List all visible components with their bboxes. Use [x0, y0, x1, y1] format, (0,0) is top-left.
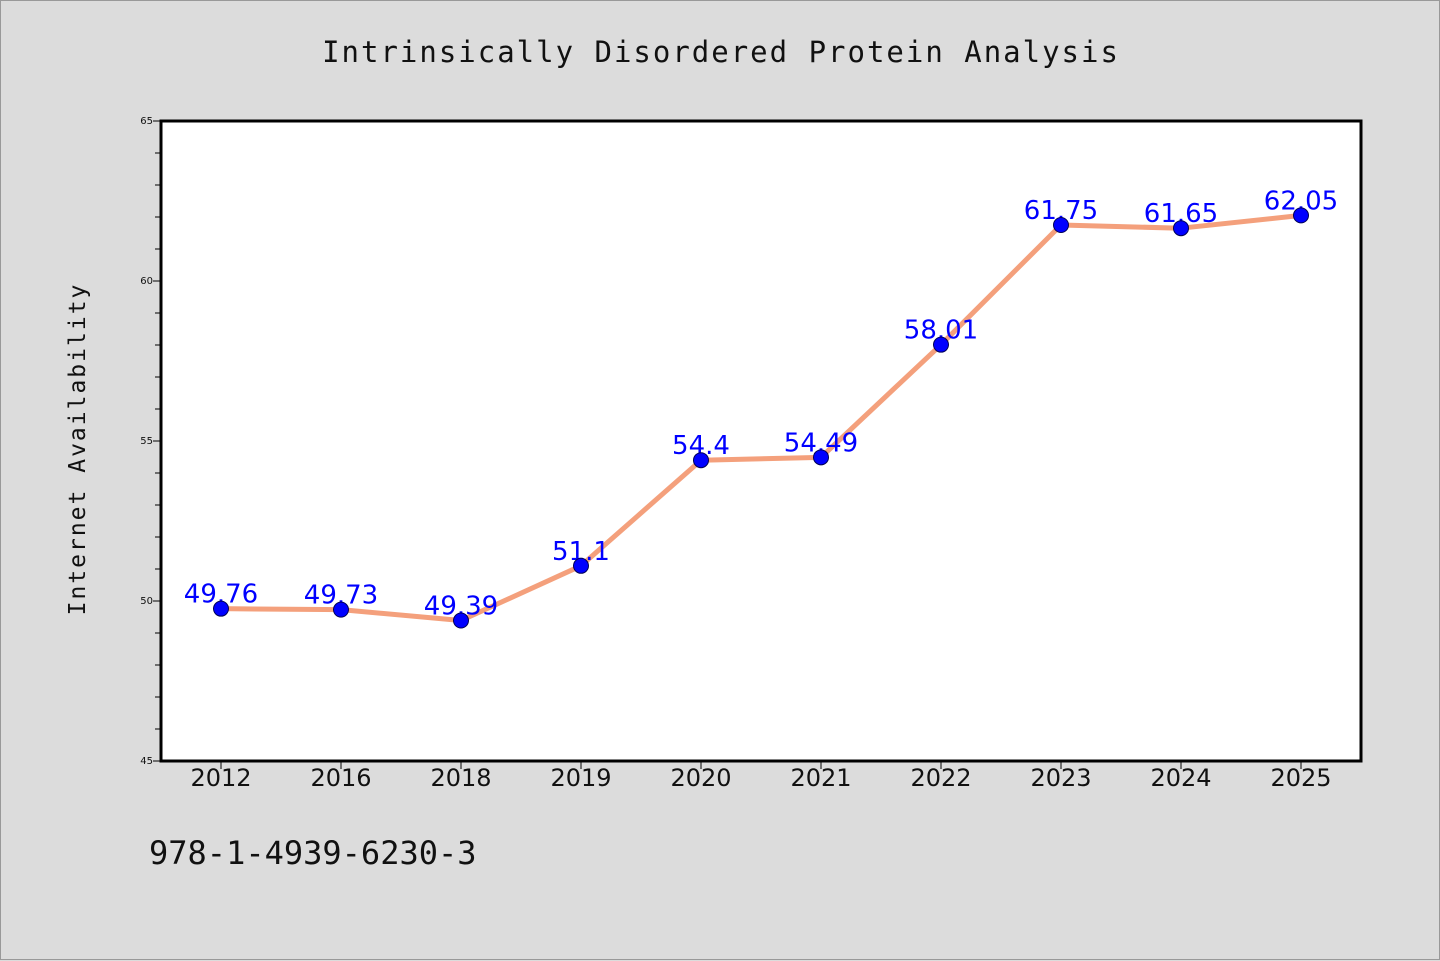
- data-point: [813, 449, 829, 466]
- x-tick-label: 2019: [550, 764, 611, 792]
- x-tick-label: 2022: [910, 764, 971, 792]
- x-tick-label: 2020: [670, 764, 731, 792]
- x-tick-label: 2025: [1270, 764, 1331, 792]
- data-point: [213, 600, 229, 617]
- chart-title: Intrinsically Disordered Protein Analysi…: [322, 35, 1120, 69]
- y-tick-label: 45: [140, 756, 153, 767]
- data-point: [1053, 217, 1069, 233]
- x-tick-label: 2018: [430, 764, 491, 792]
- y-tick-label: 60: [140, 276, 153, 287]
- y-tick-label: 50: [140, 596, 153, 607]
- series-line: [218, 212, 1304, 624]
- x-tick-label: 2012: [190, 764, 251, 792]
- y-tick-label: 55: [140, 436, 153, 447]
- data-point: [1173, 220, 1189, 237]
- data-point: [333, 601, 349, 618]
- y-tick-label: 65: [140, 116, 153, 127]
- data-point: [453, 612, 469, 629]
- data-point: [933, 336, 949, 353]
- data-point: [573, 557, 589, 574]
- data-point: [693, 452, 709, 469]
- x-tick-label: 2016: [310, 764, 371, 792]
- x-tick-label: 2023: [1030, 764, 1091, 792]
- data-point: [1293, 207, 1309, 224]
- x-tick-label: 2024: [1150, 764, 1211, 792]
- isbn-annotation: 978-1-4939-6230-3: [149, 834, 477, 872]
- x-tick-label: 2021: [790, 764, 851, 792]
